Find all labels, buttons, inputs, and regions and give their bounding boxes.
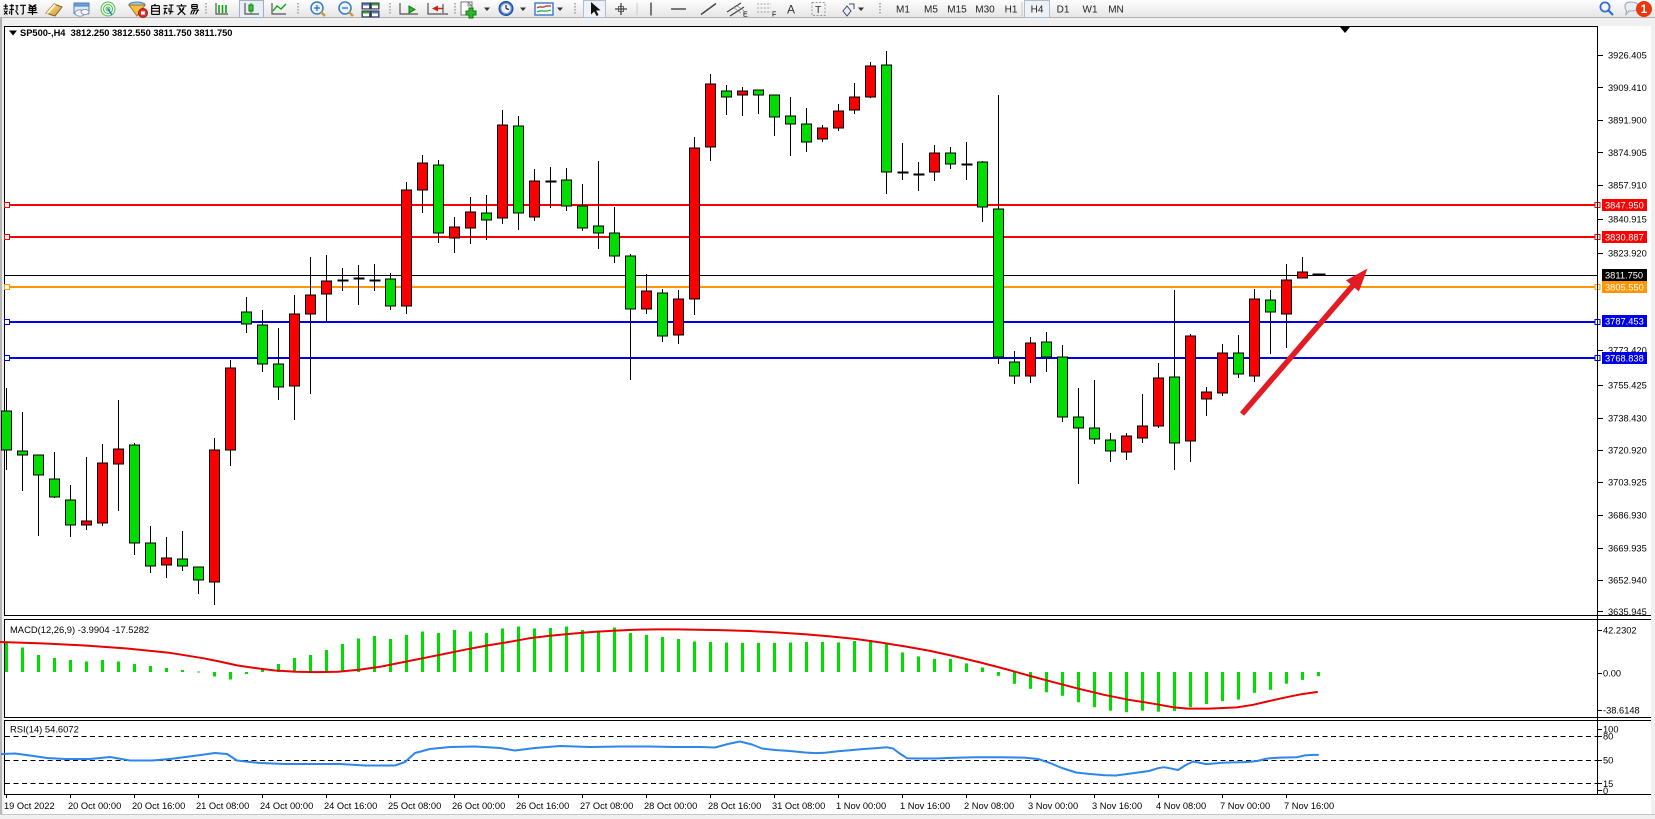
- svg-text:3830.887: 3830.887: [1605, 233, 1644, 243]
- svg-text:3703.925: 3703.925: [1608, 477, 1647, 487]
- svg-text:20 Oct 00:00: 20 Oct 00:00: [68, 801, 121, 811]
- svg-text:3686.930: 3686.930: [1608, 510, 1647, 520]
- svg-text:H1: H1: [1005, 5, 1018, 16]
- svg-text:1: 1: [1641, 4, 1648, 16]
- svg-text:MN: MN: [1108, 5, 1124, 16]
- svg-text:M1: M1: [896, 5, 910, 16]
- svg-text:3909.410: 3909.410: [1608, 83, 1647, 93]
- svg-text:3652.940: 3652.940: [1608, 575, 1647, 585]
- svg-text:3840.915: 3840.915: [1608, 214, 1647, 224]
- svg-text:3874.905: 3874.905: [1608, 148, 1647, 158]
- svg-text:3720.920: 3720.920: [1608, 445, 1647, 455]
- svg-text:D1: D1: [1057, 5, 1070, 16]
- svg-text:0.00: 0.00: [1603, 668, 1621, 678]
- svg-text:3738.430: 3738.430: [1608, 413, 1647, 423]
- svg-text:24 Oct 16:00: 24 Oct 16:00: [324, 801, 377, 811]
- svg-text:42.2302: 42.2302: [1603, 625, 1637, 635]
- svg-text:4 Nov 08:00: 4 Nov 08:00: [1156, 801, 1206, 811]
- svg-text:SP500-,H4 3812.250 3812.550 3: SP500-,H4 3812.250 3812.550 3811.750 381…: [20, 28, 232, 38]
- svg-text:26 Oct 16:00: 26 Oct 16:00: [516, 801, 569, 811]
- svg-text:3805.550: 3805.550: [1605, 283, 1644, 293]
- svg-text:3811.750: 3811.750: [1605, 271, 1643, 281]
- svg-text:MACD(12,26,9) -3.9904 -17.5282: MACD(12,26,9) -3.9904 -17.5282: [10, 624, 149, 635]
- svg-text:M30: M30: [975, 5, 995, 16]
- svg-text:25 Oct 08:00: 25 Oct 08:00: [388, 801, 441, 811]
- svg-text:28 Oct 00:00: 28 Oct 00:00: [644, 801, 697, 811]
- svg-text:3669.935: 3669.935: [1608, 543, 1647, 553]
- svg-text:H4: H4: [1031, 5, 1044, 16]
- svg-text:50: 50: [1603, 755, 1613, 765]
- svg-text:3926.405: 3926.405: [1608, 50, 1647, 60]
- svg-text:2 Nov 08:00: 2 Nov 08:00: [964, 801, 1014, 811]
- svg-text:RSI(14) 54.6072: RSI(14) 54.6072: [10, 724, 79, 735]
- svg-text:28 Oct 16:00: 28 Oct 16:00: [708, 801, 761, 811]
- svg-text:3787.453: 3787.453: [1605, 317, 1644, 327]
- svg-text:M15: M15: [947, 5, 967, 16]
- svg-text:3847.950: 3847.950: [1605, 201, 1644, 211]
- svg-text:21 Oct 08:00: 21 Oct 08:00: [196, 801, 249, 811]
- svg-text:3773.420: 3773.420: [1608, 345, 1647, 355]
- svg-text:7 Nov 16:00: 7 Nov 16:00: [1284, 801, 1334, 811]
- svg-text:E: E: [743, 12, 748, 19]
- svg-text:-38.6148: -38.6148: [1603, 705, 1640, 715]
- svg-text:3755.425: 3755.425: [1608, 380, 1647, 390]
- svg-text:W1: W1: [1083, 5, 1098, 16]
- svg-text:26 Oct 00:00: 26 Oct 00:00: [452, 801, 505, 811]
- svg-text:M5: M5: [924, 5, 938, 16]
- svg-text:20 Oct 16:00: 20 Oct 16:00: [132, 801, 185, 811]
- svg-text:3857.910: 3857.910: [1608, 180, 1647, 190]
- svg-text:24 Oct 00:00: 24 Oct 00:00: [260, 801, 313, 811]
- svg-text:T: T: [815, 4, 822, 16]
- svg-text:F: F: [772, 12, 776, 19]
- svg-text:1 Nov 16:00: 1 Nov 16:00: [900, 801, 950, 811]
- svg-text:A: A: [787, 3, 795, 17]
- svg-text:15: 15: [1603, 779, 1613, 789]
- svg-text:19 Oct 2022: 19 Oct 2022: [4, 801, 55, 811]
- svg-text:3635.945: 3635.945: [1608, 607, 1647, 617]
- svg-text:80: 80: [1603, 731, 1613, 741]
- svg-text:3891.900: 3891.900: [1608, 115, 1647, 125]
- svg-text:3768.838: 3768.838: [1605, 354, 1644, 364]
- svg-text:3 Nov 16:00: 3 Nov 16:00: [1092, 801, 1142, 811]
- svg-text:100: 100: [1603, 724, 1619, 734]
- svg-text:3 Nov 00:00: 3 Nov 00:00: [1028, 801, 1078, 811]
- svg-text:3823.920: 3823.920: [1608, 248, 1647, 258]
- svg-text:31 Oct 08:00: 31 Oct 08:00: [772, 801, 825, 811]
- svg-text:1 Nov 00:00: 1 Nov 00:00: [836, 801, 886, 811]
- svg-text:0: 0: [1603, 786, 1608, 796]
- svg-text:7 Nov 00:00: 7 Nov 00:00: [1220, 801, 1270, 811]
- svg-text:27 Oct 08:00: 27 Oct 08:00: [580, 801, 633, 811]
